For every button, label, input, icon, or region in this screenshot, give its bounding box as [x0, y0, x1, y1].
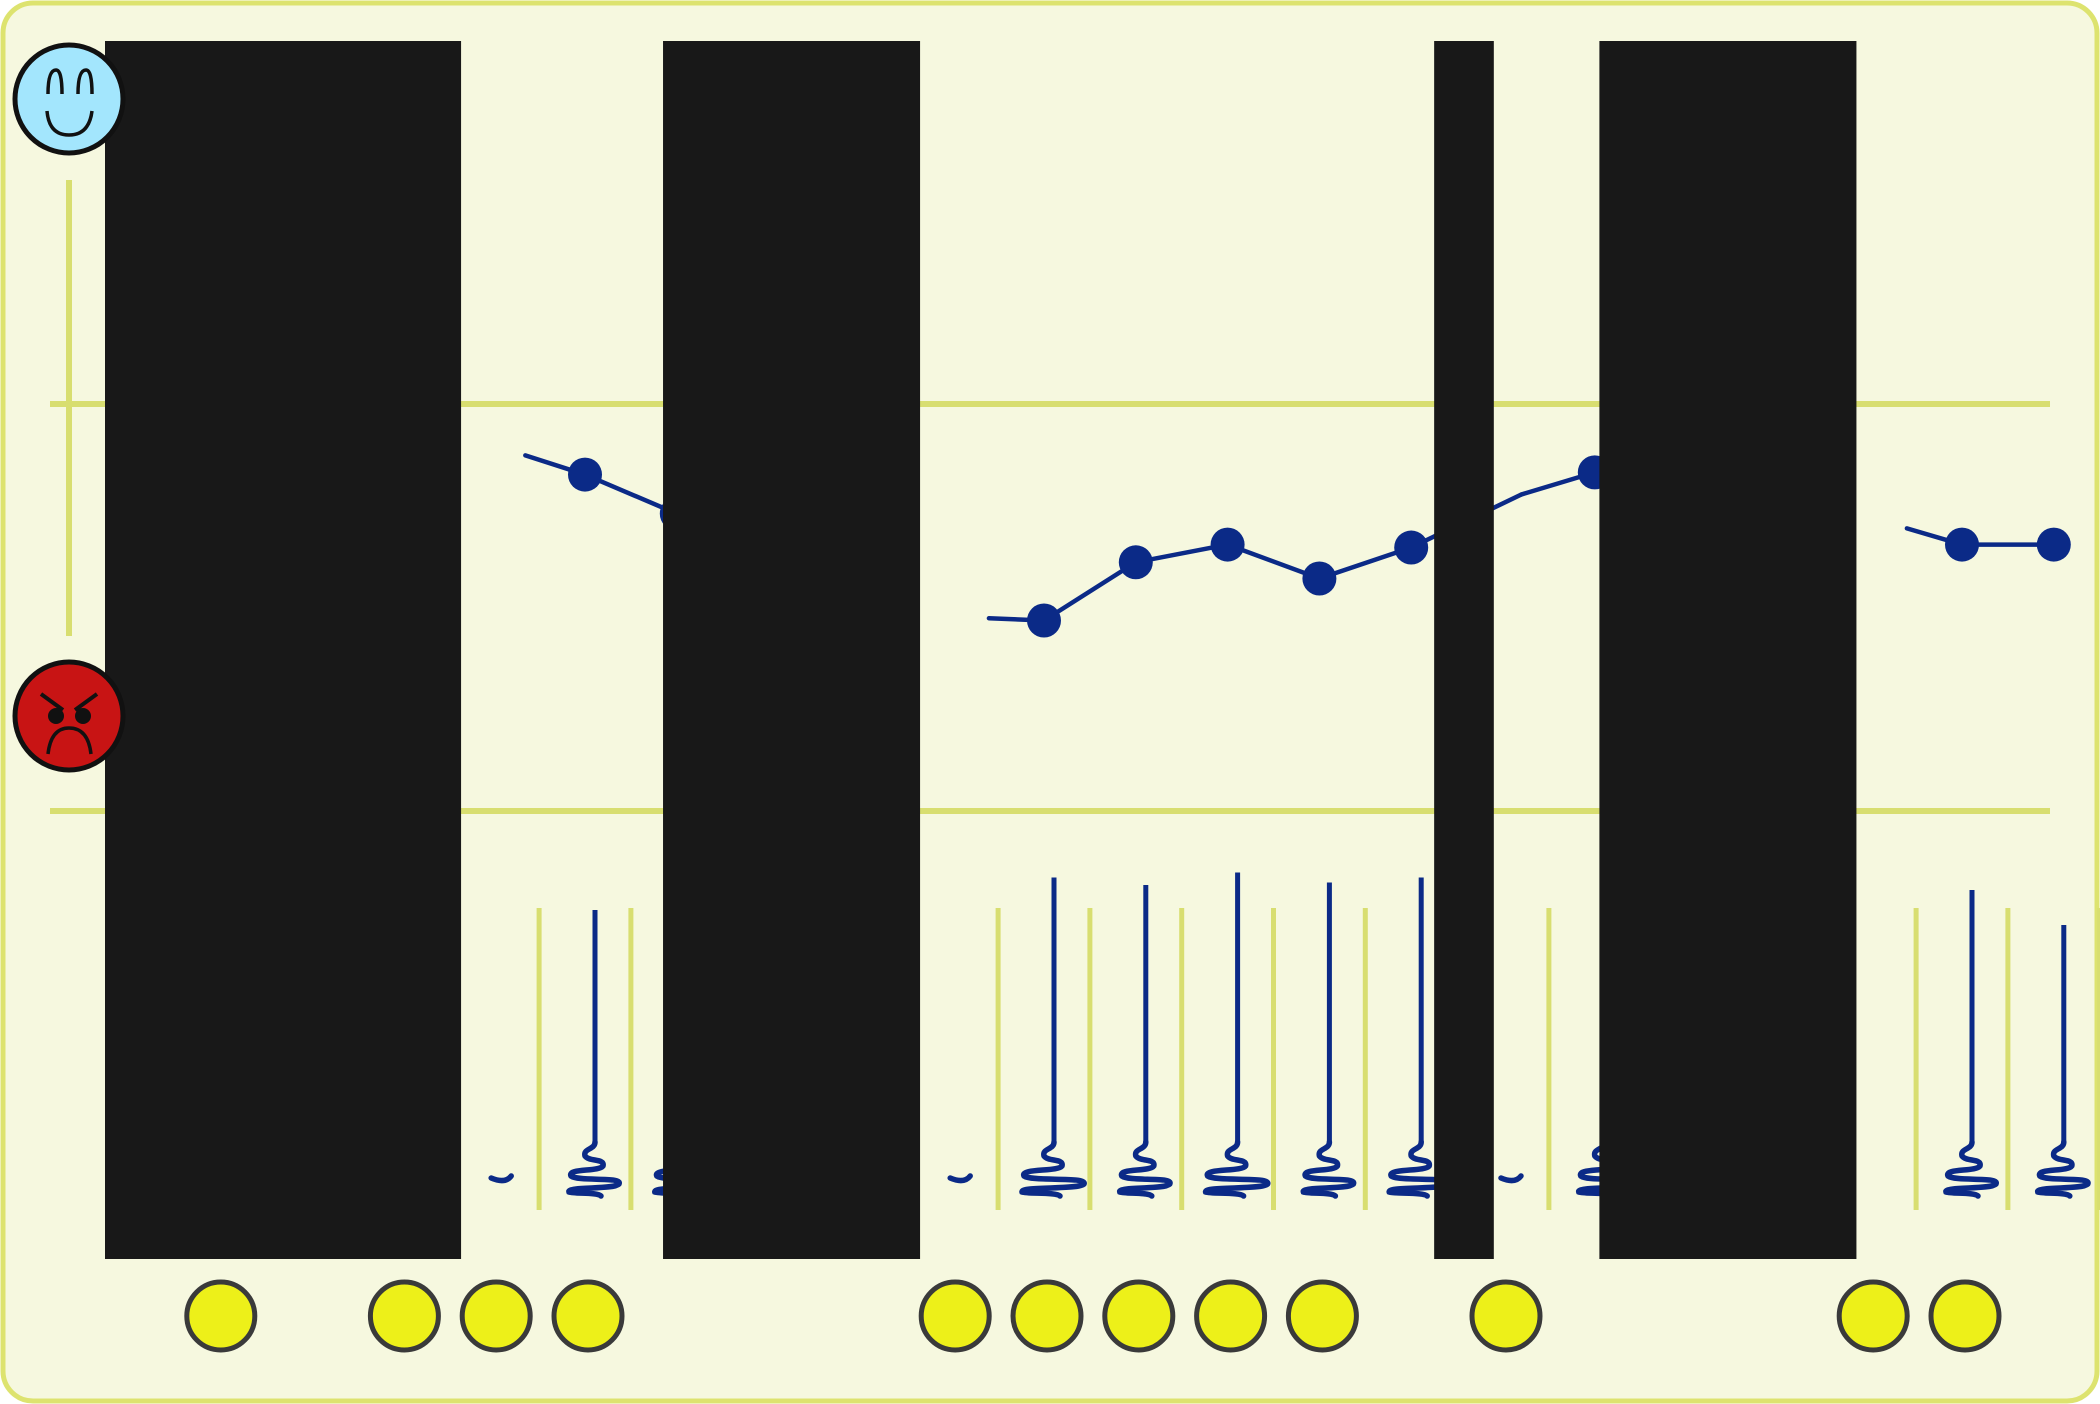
- redaction-block: [105, 41, 462, 1259]
- angry-face-icon: [12, 659, 126, 773]
- happy-face-icon: [12, 42, 126, 156]
- squiggle-stem-icon: [1386, 1139, 1454, 1199]
- yellow-circle-icon: [459, 1279, 533, 1353]
- yellow-circle-icon: [367, 1279, 441, 1353]
- squiggle-stem-icon: [2035, 1139, 2091, 1199]
- yellow-circle-icon: [551, 1279, 625, 1353]
- mood-point: [2036, 527, 2071, 562]
- squiggle-stem-icon: [1576, 1139, 1632, 1199]
- squiggle-stem-icon: [1202, 1139, 1271, 1199]
- yellow-circle-icon: [1285, 1279, 1359, 1353]
- stem-stub: [947, 1173, 973, 1184]
- redaction-block: [1599, 41, 1857, 1259]
- squiggle-stem-icon: [566, 1139, 622, 1199]
- marker-row: [184, 1279, 2002, 1353]
- squiggle-stem-icon: [1943, 1139, 1999, 1199]
- redaction-block: [1434, 41, 1494, 1259]
- yellow-circle-icon: [1010, 1279, 1084, 1353]
- yellow-circle-icon: [184, 1279, 258, 1353]
- squiggle-stem-icon: [1117, 1139, 1173, 1199]
- yellow-circle-icon: [1928, 1279, 2002, 1353]
- redaction-blocks: [105, 41, 1857, 1259]
- yellow-circle-icon: [1102, 1279, 1176, 1353]
- yellow-circle-icon: [1836, 1279, 1910, 1353]
- yellow-circle-icon: [1469, 1279, 1543, 1353]
- squiggle-stem-icon: [1019, 1139, 1087, 1199]
- redaction-block: [663, 41, 921, 1259]
- mood-point: [1118, 545, 1153, 580]
- stem-stub: [488, 1173, 514, 1184]
- squiggle-stem-icon: [1300, 1139, 1357, 1199]
- mood-point: [1210, 527, 1245, 562]
- mood-point: [1945, 527, 1979, 562]
- mood-point: [1027, 603, 1061, 638]
- mood-line-segment: [1041, 560, 1139, 623]
- stem-stub: [1498, 1173, 1524, 1184]
- mood-point: [1394, 530, 1429, 565]
- mood-point: [1302, 561, 1337, 596]
- mood-point: [568, 457, 602, 492]
- yellow-circle-icon: [1194, 1279, 1268, 1353]
- yellow-circle-icon: [918, 1279, 992, 1353]
